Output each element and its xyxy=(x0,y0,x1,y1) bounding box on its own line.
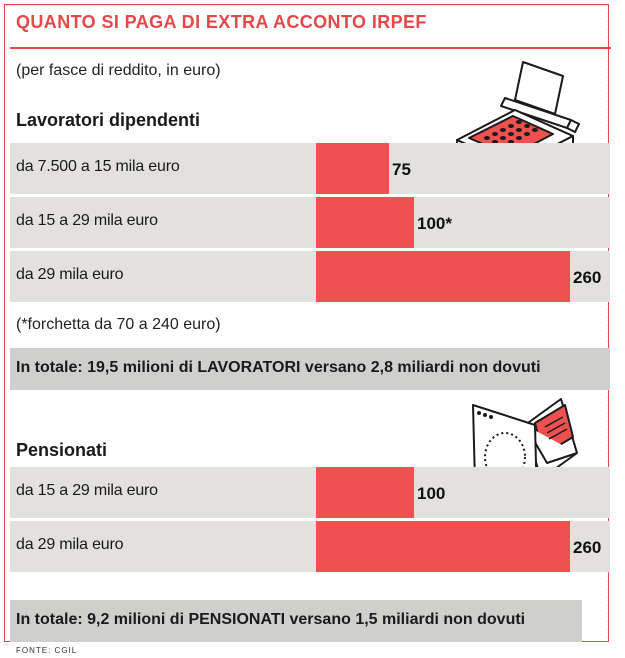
title-rule xyxy=(10,47,611,49)
bar-value-label: 260 xyxy=(573,268,602,287)
bar-row: da 15 a 29 mila euro xyxy=(10,197,610,248)
bar xyxy=(316,467,414,518)
bar-value-label: 75 xyxy=(392,160,411,179)
chart-subtitle: (per fasce di reddito, in euro) xyxy=(16,62,221,79)
bar-value-label: 100* xyxy=(417,214,452,233)
bar xyxy=(316,251,570,302)
category-label: da 29 mila euro xyxy=(16,266,124,283)
category-label: da 29 mila euro xyxy=(16,536,124,553)
bar-row: da 15 a 29 mila euro xyxy=(10,467,610,518)
section-title-pensionati: Pensionati xyxy=(16,440,108,460)
bar-value-label: 100 xyxy=(417,484,446,503)
bar xyxy=(316,143,389,194)
total-lavoratori: In totale: 19,5 milioni di LAVORATORI ve… xyxy=(10,348,610,390)
section-title-lavoratori: Lavoratori dipendenti xyxy=(16,110,201,130)
bar-row: da 7.500 a 15 mila euro xyxy=(10,143,610,194)
bar xyxy=(316,521,570,572)
category-label: da 15 a 29 mila euro xyxy=(16,482,158,499)
chart-title: QUANTO SI PAGA DI EXTRA ACCONTO IRPEF xyxy=(16,12,427,32)
bar xyxy=(316,197,414,248)
total-pensionati: In totale: 9,2 milioni di PENSIONATI ver… xyxy=(10,600,582,642)
category-label: da 7.500 a 15 mila euro xyxy=(16,158,180,175)
bar-value-label: 260 xyxy=(573,538,602,557)
category-label: da 15 a 29 mila euro xyxy=(16,212,158,229)
footnote: (*forchetta da 70 a 240 euro) xyxy=(16,316,221,333)
source-label: FONTE: CGIL xyxy=(16,646,78,655)
